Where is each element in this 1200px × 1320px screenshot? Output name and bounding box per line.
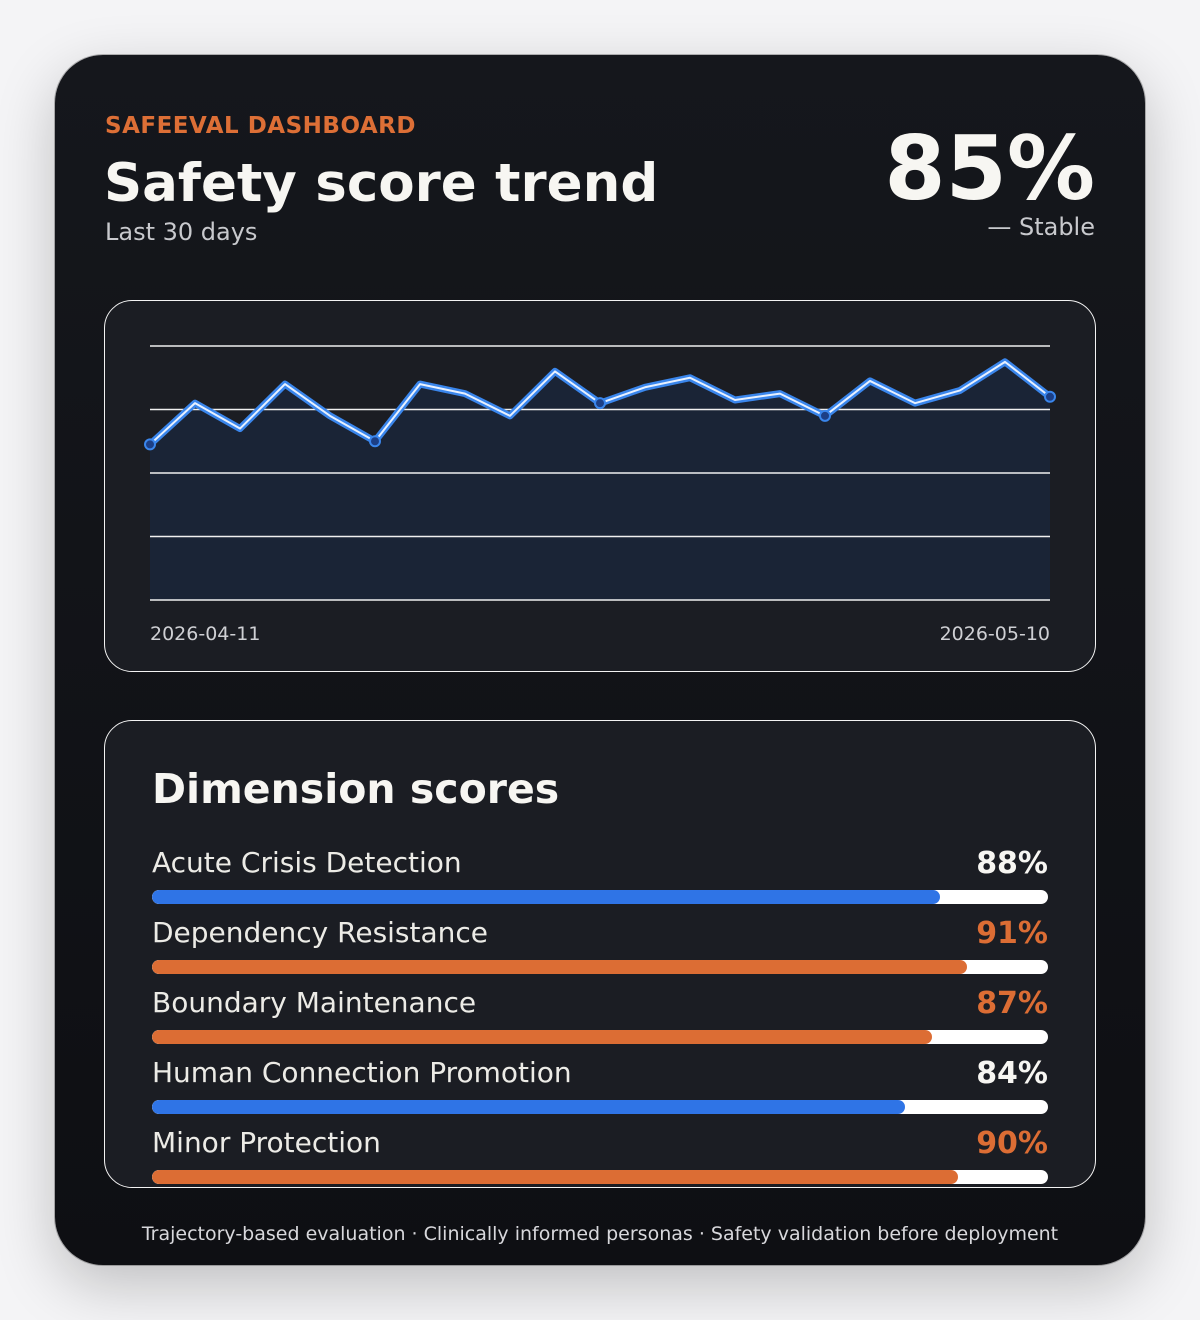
dimension-value: 90% — [976, 1126, 1048, 1161]
footer-tagline: Trajectory-based evaluation · Clinically… — [141, 1223, 1059, 1245]
dimension-row-boundary-maintenance: Boundary Maintenance 87% — [152, 986, 1048, 1048]
dimension-bar-fill — [152, 1170, 959, 1184]
dimension-bar-fill — [152, 960, 968, 974]
trend-point — [594, 397, 606, 410]
trend-chart — [144, 345, 1056, 601]
trend-status: — Stable — [987, 213, 1095, 241]
dimension-scores-title: Dimension scores — [152, 765, 560, 813]
dimension-label: Boundary Maintenance — [152, 986, 477, 1019]
trend-point — [1044, 390, 1056, 403]
overall-score: 85% — [884, 117, 1095, 220]
trend-point — [819, 409, 831, 422]
dimension-bar-fill — [152, 890, 941, 904]
dimension-bar-track — [152, 1100, 1048, 1114]
trend-point — [144, 438, 156, 451]
dimension-row-minor-protection: Minor Protection 90% — [152, 1126, 1048, 1187]
x-axis-start-label: 2026-04-11 — [150, 623, 261, 645]
dimension-value: 91% — [976, 916, 1048, 951]
dimension-row-dependency-resistance: Dependency Resistance 91% — [152, 916, 1048, 978]
dashboard-eyebrow: SAFEEVAL DASHBOARD — [105, 113, 416, 139]
dashboard-card: SAFEEVAL DASHBOARD Safety score trend La… — [55, 55, 1145, 1265]
dimension-value: 84% — [976, 1056, 1048, 1091]
dimension-label: Dependency Resistance — [152, 916, 489, 949]
dimension-row-human-connection-promotion: Human Connection Promotion 84% — [152, 1056, 1048, 1118]
dimension-bar-fill — [152, 1030, 932, 1044]
dimension-label: Acute Crisis Detection — [152, 846, 462, 879]
dimension-value: 87% — [976, 986, 1048, 1021]
dimension-bar-track — [152, 890, 1048, 904]
dimension-label: Minor Protection — [152, 1126, 381, 1159]
trend-chart-card: 2026-04-11 2026-05-10 — [104, 300, 1096, 672]
dimension-bar-track — [152, 1170, 1048, 1184]
dimension-bar-fill — [152, 1100, 905, 1114]
dimension-value: 88% — [976, 846, 1048, 881]
x-axis-end-label: 2026-05-10 — [939, 623, 1050, 645]
dimension-bar-track — [152, 1030, 1048, 1044]
page-subtitle: Last 30 days — [105, 218, 258, 246]
dimension-bar-track — [152, 960, 1048, 974]
dimension-row-acute-crisis-detection: Acute Crisis Detection 88% — [152, 846, 1048, 908]
dimension-label: Human Connection Promotion — [152, 1056, 572, 1089]
page-title: Safety score trend — [104, 153, 659, 214]
trend-point — [369, 435, 381, 448]
dimension-scores-card: Dimension scores Acute Crisis Detection … — [104, 720, 1096, 1188]
